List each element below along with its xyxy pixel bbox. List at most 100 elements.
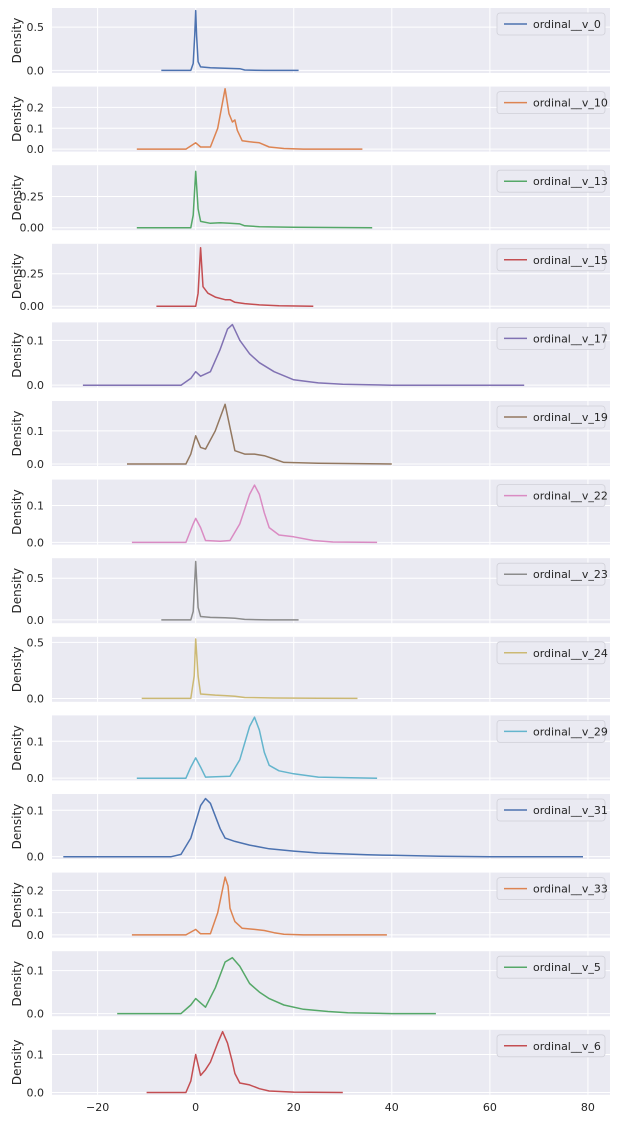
legend-label: ordinal__v_33 — [533, 883, 608, 896]
y-tick-label: 0.5 — [27, 21, 45, 34]
legend-label: ordinal__v_13 — [533, 175, 608, 188]
density-line-ordinal__v_10 — [136, 87, 363, 150]
legend: ordinal__v_6 — [496, 1034, 606, 1058]
y-axis-label: Density — [10, 411, 24, 457]
density-line-ordinal__v_5 — [117, 956, 436, 1015]
y-axis-label: Density — [10, 804, 24, 850]
x-tick-label: −20 — [86, 1101, 109, 1114]
legend: ordinal__v_13 — [496, 169, 608, 193]
legend-label: ordinal__v_24 — [533, 647, 608, 660]
y-tick-label: 0.0 — [27, 851, 45, 864]
density-line-ordinal__v_19 — [127, 403, 392, 465]
legend-box — [496, 955, 606, 979]
density-line-ordinal__v_22 — [131, 484, 378, 544]
y-axis-label: Density — [10, 18, 24, 64]
legend: ordinal__v_33 — [496, 877, 608, 900]
legend-label: ordinal__v_19 — [533, 411, 608, 424]
y-axis-label: Density — [10, 489, 24, 535]
legend: ordinal__v_19 — [496, 405, 608, 429]
y-axis-label: Density — [10, 96, 24, 142]
y-tick-label: 0.2 — [27, 884, 45, 897]
y-axis-label: Density — [10, 882, 24, 928]
y-tick-label: 0.25 — [20, 190, 45, 203]
density-line-ordinal__v_0 — [161, 9, 299, 72]
legend: ordinal__v_22 — [496, 484, 608, 508]
y-tick-label: 0.5 — [27, 572, 45, 585]
y-tick-label: 0.1 — [27, 334, 45, 347]
legend-label: ordinal__v_29 — [533, 725, 608, 738]
legend: ordinal__v_0 — [496, 12, 606, 36]
density-line-ordinal__v_33 — [131, 876, 387, 936]
y-axis-label: Density — [10, 961, 24, 1007]
y-tick-label: 0.0 — [27, 1008, 45, 1021]
legend-label: ordinal__v_15 — [533, 254, 608, 267]
legend-label: ordinal__v_6 — [533, 1040, 601, 1053]
density-line-ordinal__v_29 — [136, 716, 378, 779]
y-tick-label: 0.0 — [27, 692, 45, 705]
x-tick-label: 40 — [385, 1101, 399, 1114]
legend-box — [496, 248, 606, 272]
y-tick-label: 0.0 — [27, 458, 45, 471]
y-tick-label: 0.1 — [27, 965, 45, 978]
legend-box — [496, 798, 606, 822]
legend: ordinal__v_24 — [496, 641, 608, 665]
legend: ordinal__v_10 — [496, 91, 608, 114]
legend-box — [496, 877, 606, 900]
legend-label: ordinal__v_5 — [533, 961, 601, 974]
y-tick-label: 0.1 — [27, 804, 45, 817]
legend: ordinal__v_29 — [496, 720, 608, 743]
density-line-ordinal__v_24 — [141, 638, 358, 700]
legend-box — [496, 641, 606, 665]
legend-box — [496, 405, 606, 429]
y-axis-label: Density — [10, 332, 24, 378]
legend-label: ordinal__v_17 — [533, 332, 608, 345]
legend-box — [496, 720, 606, 743]
y-axis-label: Density — [10, 725, 24, 771]
legend: ordinal__v_15 — [496, 248, 608, 272]
legend-box — [496, 91, 606, 114]
y-tick-label: 0.1 — [27, 122, 45, 135]
legend-label: ordinal__v_22 — [533, 490, 608, 503]
x-tick-label: 60 — [483, 1101, 497, 1114]
y-axis-label: Density — [10, 253, 24, 299]
legend-label: ordinal__v_10 — [533, 97, 608, 110]
x-tick-label: 0 — [192, 1101, 199, 1114]
y-axis-label: Density — [10, 175, 24, 221]
y-axis-label: Density — [10, 646, 24, 692]
density-line-ordinal__v_6 — [146, 1030, 343, 1094]
y-tick-label: 0.1 — [27, 907, 45, 920]
legend-box — [496, 12, 606, 36]
legend-box — [496, 484, 606, 508]
density-line-ordinal__v_23 — [161, 560, 299, 621]
legend-label: ordinal__v_31 — [533, 804, 608, 817]
y-tick-label: 0.00 — [20, 300, 45, 313]
y-axis-label: Density — [10, 1039, 24, 1085]
density-line-ordinal__v_15 — [156, 246, 314, 307]
legend-box — [496, 326, 606, 350]
legend: ordinal__v_31 — [496, 798, 608, 822]
y-tick-label: 0.0 — [27, 929, 45, 942]
y-tick-label: 0.00 — [20, 222, 45, 235]
legend: ordinal__v_23 — [496, 562, 608, 586]
y-tick-label: 0.0 — [27, 614, 45, 627]
y-tick-label: 0.1 — [27, 1049, 45, 1062]
y-tick-label: 0.2 — [27, 101, 45, 114]
y-tick-label: 0.0 — [27, 536, 45, 549]
y-tick-label: 0.0 — [27, 379, 45, 392]
y-tick-label: 0.0 — [27, 143, 45, 156]
legend: ordinal__v_17 — [496, 326, 608, 350]
legend-box — [496, 562, 606, 586]
legend-box — [496, 1034, 606, 1058]
density-line-ordinal__v_13 — [136, 170, 373, 229]
y-tick-label: 0.1 — [27, 499, 45, 512]
x-tick-label: 80 — [581, 1101, 595, 1114]
legend-label: ordinal__v_0 — [533, 18, 601, 31]
